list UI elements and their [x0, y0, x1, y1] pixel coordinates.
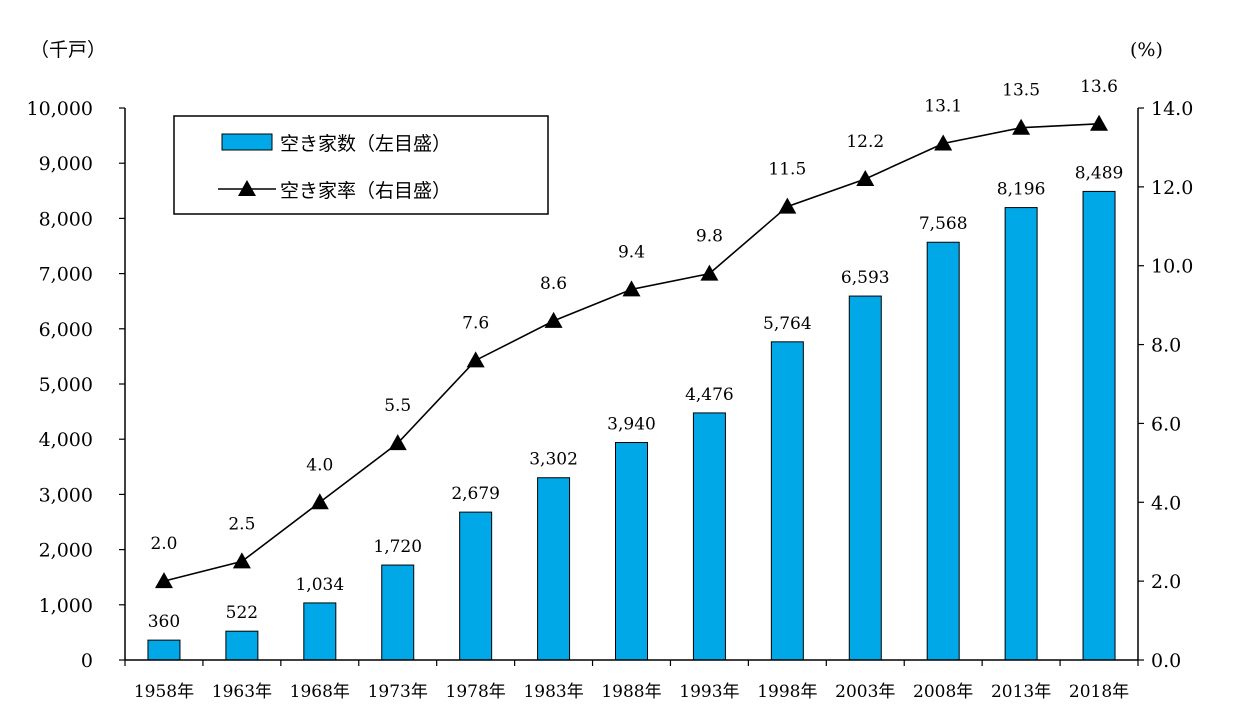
left-tick-label: 8,000 [39, 208, 93, 230]
rate-marker [544, 311, 563, 328]
bar-data-label: 7,568 [919, 214, 968, 234]
bar-series: 360 522 1,034 1,720 2,679 3,302 3,940 4,476 5,76… [147, 163, 1124, 661]
bar [147, 639, 181, 661]
x-tick-label: 1968年 [290, 682, 350, 702]
bar-data-label: 6,593 [841, 268, 890, 288]
rate-marker [1090, 114, 1109, 131]
left-tick-label: 2,000 [39, 540, 93, 562]
rate-marker [466, 351, 485, 368]
bar [692, 412, 726, 661]
x-tick-label: 2018年 [1069, 682, 1129, 702]
left-tick-label: 5,000 [39, 374, 93, 396]
plot-frame: 0 1,000 2,000 3,000 4,000 5,000 6,000 7,000 8,00… [27, 98, 1194, 702]
left-tick-label: 7,000 [39, 264, 93, 286]
right-tick-label: 8.0 [1151, 335, 1181, 357]
rate-data-label: 11.5 [768, 160, 806, 180]
left-tick-label: 10,000 [27, 98, 93, 120]
left-tick-label: 0 [81, 650, 93, 672]
right-tick-label: 4.0 [1151, 492, 1181, 514]
rate-data-label: 9.4 [618, 242, 645, 262]
bar [1004, 207, 1038, 661]
x-tick-label: 2008年 [913, 682, 973, 702]
rate-data-label: 13.6 [1080, 77, 1118, 97]
bar-data-label: 4,476 [685, 385, 734, 405]
rate-marker [310, 493, 329, 510]
rate-data-label: 13.1 [924, 96, 962, 116]
rate-marker [778, 197, 797, 214]
left-tick-label: 6,000 [39, 319, 93, 341]
bar-data-label: 3,940 [607, 415, 656, 435]
bar [225, 630, 259, 661]
legend: 空き家数（左目盛） 空き家率（右目盛） [173, 115, 549, 215]
left-tick-label: 9,000 [39, 153, 93, 175]
bar [770, 341, 804, 661]
legend-bar-swatch [221, 133, 273, 151]
x-tick-label: 1998年 [757, 682, 817, 702]
bar-data-label: 5,764 [763, 314, 812, 334]
left-tick-label: 3,000 [39, 484, 93, 506]
bar-data-label: 8,489 [1075, 163, 1124, 183]
legend-box [173, 115, 549, 215]
bar [459, 511, 493, 661]
line-series: 2.0 2.5 4.0 5.5 7.6 8.6 9.4 9.8 11.5 12.2 13.1 13.5… [150, 77, 1118, 589]
x-tick-label: 1963年 [212, 682, 272, 702]
rate-data-label: 7.6 [462, 313, 489, 333]
x-tick-label: 1993年 [679, 682, 739, 702]
right-tick-label: 2.0 [1151, 571, 1181, 593]
right-tick-label: 14.0 [1151, 98, 1193, 120]
bar [303, 602, 337, 661]
x-tick-label: 1973年 [368, 682, 428, 702]
rate-data-label: 5.5 [384, 396, 411, 416]
legend-bar-label: 空き家数（左目盛） [280, 133, 451, 155]
rate-data-label: 4.0 [306, 455, 333, 475]
right-tick-label: 6.0 [1151, 413, 1181, 435]
x-tick-label: 2013年 [991, 682, 1051, 702]
rate-data-label: 13.5 [1002, 81, 1040, 101]
rate-data-label: 12.2 [846, 132, 884, 152]
rate-marker [700, 264, 719, 281]
left-axis-unit: （千戸） [30, 39, 106, 61]
bar-data-label: 2,679 [451, 484, 500, 504]
left-tick-label: 1,000 [39, 595, 93, 617]
bar-data-label: 3,302 [529, 450, 578, 470]
rate-marker [1012, 118, 1031, 135]
rate-marker [388, 434, 407, 451]
bar-data-label: 1,720 [373, 537, 422, 557]
rate-marker [154, 572, 173, 589]
bar [615, 442, 648, 661]
rate-marker [934, 134, 953, 151]
bar-data-label: 1,034 [295, 575, 344, 595]
rate-data-label: 2.5 [228, 514, 255, 534]
bar-data-label: 360 [148, 612, 180, 632]
left-tick-label: 4,000 [39, 429, 93, 451]
rate-marker [856, 169, 875, 186]
rate-data-label: 9.8 [696, 227, 723, 247]
x-tick-label: 1978年 [446, 682, 506, 702]
x-tick-label: 1983年 [523, 682, 583, 702]
rate-marker [622, 280, 641, 297]
bar-data-label: 522 [226, 603, 258, 623]
rate-data-label: 8.6 [540, 274, 567, 294]
bar [926, 241, 960, 661]
right-axis-unit: (%) [1130, 39, 1163, 61]
x-tick-label: 2003年 [835, 682, 895, 702]
bar-data-label: 8,196 [997, 180, 1046, 200]
right-tick-label: 12.0 [1151, 177, 1193, 199]
bar [381, 564, 415, 661]
right-tick-label: 0.0 [1151, 650, 1181, 672]
legend-triangle-marker [238, 180, 256, 196]
rate-marker [232, 552, 251, 569]
legend-line-label: 空き家率（右目盛） [280, 180, 451, 202]
bar [1082, 190, 1116, 661]
x-tick-label: 1958年 [134, 682, 194, 702]
rate-data-label: 2.0 [150, 534, 177, 554]
x-tick-label: 1988年 [601, 682, 661, 702]
bar [848, 295, 882, 661]
bar [537, 477, 571, 661]
right-tick-label: 10.0 [1151, 256, 1193, 278]
